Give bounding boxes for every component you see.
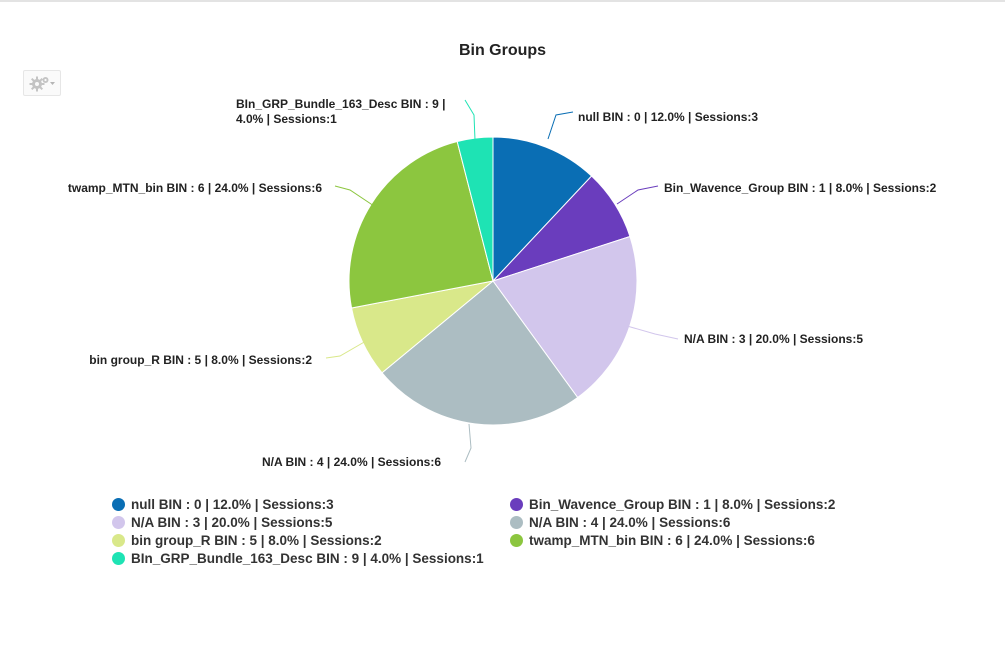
legend-item[interactable]: null BIN : 0 | 12.0% | Sessions:3 [112, 495, 510, 513]
legend-marker [112, 551, 125, 565]
legend-label: bin group_R BIN : 5 | 8.0% | Sessions:2 [131, 532, 382, 548]
slice-data-label: N/A BIN : 3 | 20.0% | Sessions:5 [684, 332, 863, 346]
legend-item[interactable]: N/A BIN : 4 | 24.0% | Sessions:6 [510, 513, 908, 531]
top-divider [0, 0, 1005, 2]
slice-connector-line [547, 111, 574, 140]
legend-marker [510, 515, 523, 529]
pie-slice[interactable] [381, 280, 579, 426]
legend-label: BIn_GRP_Bundle_163_Desc BIN : 9 | 4.0% |… [131, 550, 484, 566]
legend-label: Bin_Wavence_Group BIN : 1 | 8.0% | Sessi… [529, 496, 836, 512]
slice-connector-line [325, 340, 367, 359]
legend-label: null BIN : 0 | 12.0% | Sessions:3 [131, 496, 334, 512]
legend-item[interactable]: N/A BIN : 3 | 20.0% | Sessions:5 [112, 513, 510, 531]
chart-settings-button[interactable] [23, 70, 61, 96]
legend-marker [510, 497, 523, 511]
slice-data-label: Bin_Wavence_Group BIN : 1 | 8.0% | Sessi… [664, 181, 937, 195]
slice-data-label: N/A BIN : 4 | 24.0% | Sessions:6 [262, 455, 441, 469]
chart-title: Bin Groups [458, 42, 547, 59]
legend-label: N/A BIN : 4 | 24.0% | Sessions:6 [529, 514, 731, 530]
slice-data-label: bin group_R BIN : 5 | 8.0% | Sessions:2 [89, 353, 312, 367]
slice-connector-line [616, 185, 659, 205]
chart-legend: null BIN : 0 | 12.0% | Sessions:3 Bin_Wav… [112, 495, 912, 567]
slice-connector-line [626, 325, 679, 340]
slice-data-label: twamp_MTN_bin BIN : 6 | 24.0% | Sessions… [68, 181, 322, 195]
slice-connector-line [464, 99, 476, 141]
slice-connector-line [334, 185, 381, 211]
legend-item[interactable]: bin group_R BIN : 5 | 8.0% | Sessions:2 [112, 531, 510, 549]
legend-marker [510, 533, 523, 547]
legend-item[interactable]: Bin_Wavence_Group BIN : 1 | 8.0% | Sessi… [510, 495, 908, 513]
pie-slice[interactable] [492, 235, 638, 399]
legend-marker [112, 533, 125, 547]
slice-data-label: BIn_GRP_Bundle_163_Desc BIN : 9 | 4.0% | … [236, 97, 445, 126]
pie-slice[interactable] [492, 136, 593, 283]
legend-label: twamp_MTN_bin BIN : 6 | 24.0% | Sessions… [529, 532, 815, 548]
legend-label: N/A BIN : 3 | 20.0% | Sessions:5 [131, 514, 333, 530]
slice-connector-line [464, 423, 472, 463]
legend-marker [112, 515, 125, 529]
slice-data-label: null BIN : 0 | 12.0% | Sessions:3 [578, 110, 758, 124]
legend-item[interactable]: BIn_GRP_Bundle_163_Desc BIN : 9 | 4.0% |… [112, 549, 510, 567]
legend-marker [112, 497, 125, 511]
gear-icon [29, 76, 55, 92]
legend-item[interactable]: twamp_MTN_bin BIN : 6 | 24.0% | Sessions… [510, 531, 908, 549]
